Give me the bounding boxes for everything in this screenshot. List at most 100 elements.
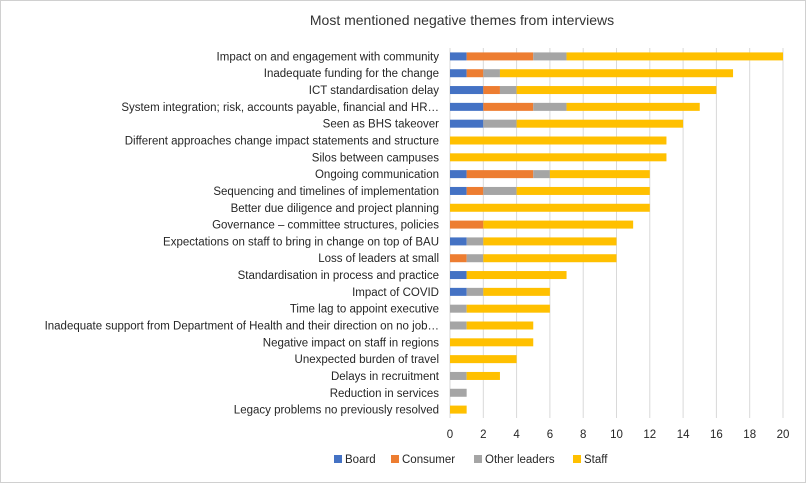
bar-segment-staff xyxy=(499,69,734,78)
bar-segment-board xyxy=(450,287,467,296)
x-axis-ticks: 0 2 4 6 8 10 12 14 16 18 20 xyxy=(447,429,790,441)
bar-segment-board xyxy=(450,86,484,95)
chart-title: Most mentioned negative themes from inte… xyxy=(310,12,614,28)
category-label: Sequencing and timelines of implementati… xyxy=(213,186,439,198)
category-label: Standardisation in process and practice xyxy=(238,270,439,282)
bar-segment-other-leaders xyxy=(499,86,517,95)
category-labels: Impact on and engagement with community I… xyxy=(45,51,440,416)
category-label: ICT standardisation delay xyxy=(309,85,439,97)
category-label: Inadequate support from Department of He… xyxy=(45,321,439,333)
bar-segment-consumer xyxy=(450,254,467,263)
category-label: Impact of COVID xyxy=(352,287,439,299)
bar-segment-other-leaders xyxy=(533,102,567,111)
bar-segment-board xyxy=(450,271,467,280)
bar-segment-other-leaders xyxy=(483,119,517,128)
category-label: Seen as BHS takeover xyxy=(323,119,440,131)
bar-segment-other-leaders xyxy=(533,52,567,61)
x-tick-label: 20 xyxy=(777,429,790,441)
bar-segment-staff xyxy=(483,220,634,229)
bar-segment-staff xyxy=(466,371,500,380)
bar-segment-other-leaders xyxy=(450,371,467,380)
x-tick-label: 12 xyxy=(643,429,656,441)
bar-segment-consumer xyxy=(483,102,534,111)
category-label: Delays in recruitment xyxy=(331,371,440,383)
category-label: Governance – committee structures, polic… xyxy=(212,220,439,232)
bar-segment-staff xyxy=(450,338,534,347)
bar-segment-staff xyxy=(450,405,467,414)
category-label: Reduction in services xyxy=(330,388,440,400)
bar-segment-staff xyxy=(450,203,650,212)
bar-segment-other-leaders xyxy=(450,304,467,313)
legend-label: Board xyxy=(345,454,376,466)
bar-segment-consumer xyxy=(466,170,534,179)
bar-segment-other-leaders xyxy=(450,321,467,330)
category-label: Negative impact on staff in regions xyxy=(263,337,439,349)
bar-segment-board xyxy=(450,237,467,246)
bar-segment-board xyxy=(450,186,467,195)
x-tick-label: 14 xyxy=(677,429,690,441)
bar-segment-board xyxy=(450,170,467,179)
bar-segment-staff xyxy=(466,271,567,280)
bar-segment-consumer xyxy=(466,186,484,195)
category-label: Ongoing communication xyxy=(315,169,439,181)
bar-segment-other-leaders xyxy=(466,254,484,263)
category-label: System integration; risk, accounts payab… xyxy=(121,102,439,114)
bar-segment-staff xyxy=(549,170,650,179)
bar-segment-staff xyxy=(466,304,550,313)
category-label: Legacy problems no previously resolved xyxy=(234,405,439,417)
category-label: Silos between campuses xyxy=(312,152,439,164)
legend-label: Other leaders xyxy=(485,454,555,466)
bar-segment-staff xyxy=(466,321,534,330)
bar-segment-staff xyxy=(566,52,783,61)
category-label: Expectations on staff to bring in change… xyxy=(163,236,439,248)
bar-segment-staff xyxy=(516,119,684,128)
bar-segment-staff xyxy=(483,254,617,263)
legend-label: Staff xyxy=(584,454,608,466)
legend-label: Consumer xyxy=(402,454,455,466)
bar-segment-board xyxy=(450,69,467,78)
bar-segment-staff xyxy=(450,355,517,364)
bar-segment-other-leaders xyxy=(450,388,467,397)
bar-segment-consumer xyxy=(483,86,500,95)
bar-segment-other-leaders xyxy=(483,69,500,78)
x-tick-label: 18 xyxy=(743,429,756,441)
bar-segment-staff xyxy=(516,86,717,95)
bar-segment-other-leaders xyxy=(466,287,484,296)
legend-swatch xyxy=(573,455,581,463)
bar-segment-staff xyxy=(483,237,617,246)
bar-segment-staff xyxy=(483,287,550,296)
bar-segment-other-leaders xyxy=(466,237,484,246)
bar-segment-consumer xyxy=(466,52,534,61)
bar-segment-staff xyxy=(450,136,667,145)
category-label: Impact on and engagement with community xyxy=(217,51,440,63)
bar-segment-consumer xyxy=(466,69,484,78)
bars xyxy=(450,52,783,414)
category-label: Time lag to appoint executive xyxy=(290,304,439,316)
x-tick-label: 2 xyxy=(480,429,486,441)
category-label: Inadequate funding for the change xyxy=(264,68,439,80)
bar-segment-staff xyxy=(516,186,650,195)
x-tick-label: 6 xyxy=(547,429,553,441)
bar-segment-other-leaders xyxy=(483,186,517,195)
x-tick-label: 4 xyxy=(513,429,520,441)
category-label: Better due diligence and project plannin… xyxy=(231,203,439,215)
legend-swatch xyxy=(474,455,482,463)
legend-swatch xyxy=(391,455,399,463)
category-label: Loss of leaders at small xyxy=(318,253,439,265)
bar-segment-staff xyxy=(566,102,700,111)
x-tick-label: 10 xyxy=(610,429,623,441)
bar-segment-staff xyxy=(450,153,667,162)
bar-segment-board xyxy=(450,119,484,128)
x-tick-label: 8 xyxy=(580,429,586,441)
legend: Board Consumer Other leaders Staff xyxy=(334,454,608,466)
bar-segment-board xyxy=(450,102,484,111)
bar-segment-board xyxy=(450,52,467,61)
category-label: Unexpected burden of travel xyxy=(295,354,439,366)
x-tick-label: 0 xyxy=(447,429,453,441)
legend-swatch xyxy=(334,455,342,463)
category-label: Different approaches change impact state… xyxy=(125,136,439,148)
bar-segment-consumer xyxy=(450,220,484,229)
bar-segment-other-leaders xyxy=(533,170,550,179)
